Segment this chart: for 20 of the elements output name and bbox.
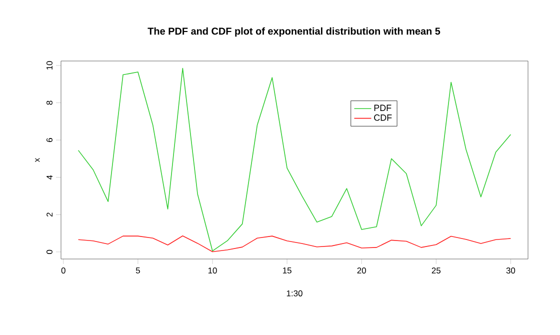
y-tick-label: 10 (46, 61, 52, 70)
legend-label: PDF (374, 104, 392, 111)
y-tick-label: 8 (46, 100, 52, 105)
legend-label: CDF (374, 114, 392, 121)
x-tick-label: 20 (357, 268, 366, 274)
x-tick-label: 25 (432, 268, 441, 274)
y-tick-label: 6 (46, 138, 52, 142)
x-axis-title: 1:30 (286, 290, 302, 296)
x-tick-label: 0 (61, 268, 66, 274)
y-tick-label: 4 (46, 175, 52, 180)
y-axis-title: x (35, 158, 40, 162)
chart-title: The PDF and CDF plot of exponential distribution with mean 5 (148, 27, 440, 37)
y-tick-label: 0 (46, 250, 52, 254)
y-tick-label: 2 (46, 212, 52, 217)
line-series (78, 235, 512, 252)
x-tick-label: 15 (282, 268, 292, 274)
x-tick-label: 10 (208, 268, 217, 274)
x-tick-label: 5 (136, 268, 140, 274)
x-tick-label: 30 (506, 268, 516, 274)
line-series (78, 68, 512, 252)
